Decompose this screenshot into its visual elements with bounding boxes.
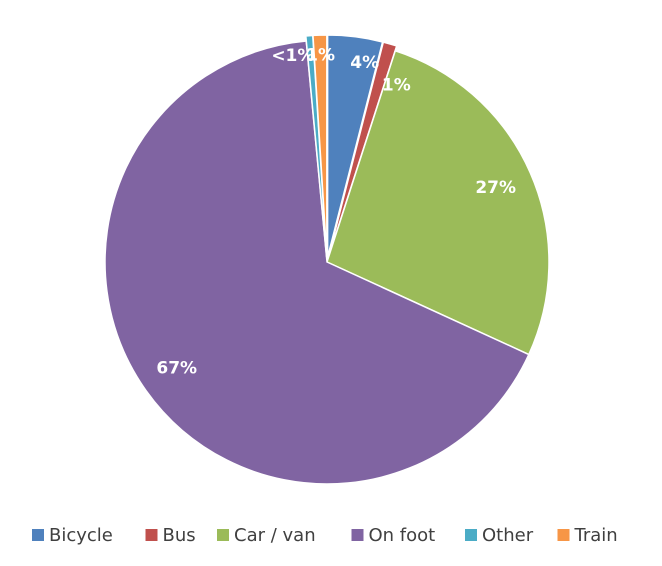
legend-swatch [557, 529, 570, 541]
pie-slice [326, 49, 550, 356]
legend-swatch [217, 529, 229, 541]
pie-slice [326, 34, 384, 258]
legend-label: Car / van [234, 525, 316, 546]
data-label: 4% [350, 53, 379, 73]
data-label: 67% [156, 359, 197, 379]
legend-swatch [351, 529, 364, 541]
legend-swatch [32, 529, 44, 541]
pie-slice [312, 34, 328, 258]
data-label: 1% [306, 46, 335, 66]
legend-label: Train [574, 525, 618, 546]
legend-label: Other [482, 525, 534, 546]
legend-swatch [145, 529, 158, 541]
data-label: <1% [271, 46, 314, 66]
legend-swatch [465, 529, 477, 541]
legend-label: On foot [369, 525, 436, 546]
legend-label: Bus [163, 525, 196, 546]
pie-slice [104, 40, 530, 485]
legend-label: Bicycle [49, 525, 113, 546]
data-label: 27% [475, 178, 516, 198]
data-label: 1% [382, 76, 411, 96]
